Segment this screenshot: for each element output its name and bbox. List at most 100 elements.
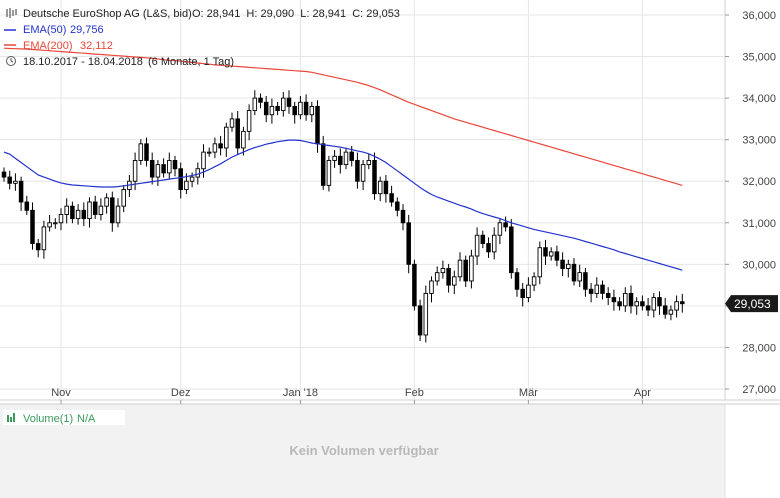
candle: [98, 198, 104, 221]
ohlc-values: O: 28,941 H: 29,090 L: 28,941 C: 29,053: [192, 8, 400, 20]
candle-body-down: [628, 292, 634, 307]
candle-body-down: [600, 284, 605, 294]
candle-body-down: [258, 97, 263, 103]
candle-body-up: [548, 251, 554, 257]
candle: [611, 289, 617, 311]
candle: [326, 155, 332, 192]
candle: [662, 297, 668, 319]
date-range-detail: (6 Monate, 1 Tag): [148, 56, 234, 68]
candle: [537, 241, 543, 285]
candle-body-down: [235, 118, 240, 149]
candle: [469, 249, 474, 289]
candle: [64, 198, 69, 224]
candle-body-up: [121, 189, 126, 207]
candle: [18, 176, 24, 211]
candle: [212, 137, 218, 159]
candle-body-down: [320, 143, 326, 186]
candle-body-up: [246, 110, 252, 132]
candle: [543, 239, 548, 265]
candle-body-down: [355, 159, 360, 182]
candle-body-down: [520, 288, 525, 299]
candle-body-up: [440, 268, 446, 274]
candle: [446, 263, 451, 293]
x-tick-label: Nov: [51, 387, 71, 399]
candle: [338, 148, 343, 174]
ema50-value: 29,756: [70, 24, 104, 36]
candle: [269, 98, 275, 124]
candle-body-up: [87, 201, 92, 220]
candle: [657, 291, 662, 315]
candle: [155, 160, 161, 187]
candle-body-down: [560, 259, 565, 269]
candle: [429, 276, 434, 303]
candle-body-down: [588, 288, 594, 294]
candle-body-down: [18, 180, 24, 203]
candle-body-up: [298, 101, 303, 116]
candle-body-up: [64, 205, 69, 215]
x-tick-label: Dez: [171, 387, 191, 399]
volume-legend-bg: [3, 410, 125, 425]
candle: [161, 158, 166, 178]
candle: [588, 283, 594, 303]
candle-body-down: [680, 301, 685, 305]
ema200-value: 32,112: [80, 40, 113, 52]
ema50-label: EMA(50): [23, 24, 66, 36]
candle-body-down: [349, 151, 354, 161]
candle: [206, 147, 212, 157]
candle: [577, 264, 582, 287]
x-tick-label: Apr: [634, 387, 651, 399]
candle-body-up: [138, 143, 144, 161]
candle-body-down: [583, 272, 588, 290]
candle-body-up: [75, 209, 81, 220]
candle: [178, 162, 183, 199]
candle-body-up: [212, 143, 218, 153]
candle: [554, 245, 560, 267]
volume-bars-icon: [7, 413, 15, 422]
candle-body-down: [395, 201, 400, 211]
candle: [53, 218, 58, 229]
candle: [480, 230, 486, 249]
candle-body-up: [674, 301, 679, 311]
y-tick-label: 32,000: [742, 176, 776, 188]
candle-body-up: [309, 105, 315, 116]
candle-body-up: [184, 180, 189, 190]
candle: [463, 255, 468, 287]
candle-body-up: [224, 126, 229, 149]
clock-icon: [6, 56, 16, 66]
candle: [360, 160, 366, 191]
candle: [7, 170, 12, 190]
candle: [617, 297, 622, 311]
candle-body-down: [463, 259, 468, 282]
candle: [497, 218, 503, 245]
candle-body-up: [241, 130, 246, 149]
candle-body-down: [543, 247, 548, 257]
candle: [30, 202, 35, 250]
candle-body-up: [452, 276, 457, 286]
candle: [514, 268, 520, 297]
candle-body-down: [383, 180, 389, 195]
candle: [566, 259, 571, 278]
candle-body-up: [623, 292, 628, 307]
candle: [303, 94, 309, 121]
candle-body-down: [605, 292, 611, 299]
candle-body-up: [269, 105, 275, 116]
candle: [668, 305, 674, 321]
candle: [229, 112, 235, 132]
candle-body-up: [434, 272, 440, 282]
candle-body-up: [98, 205, 104, 215]
candle-body-up: [281, 97, 286, 112]
candle: [474, 227, 480, 265]
candle-body-up: [115, 205, 121, 224]
candle: [275, 101, 280, 116]
candle: [412, 259, 417, 311]
candle: [13, 173, 18, 191]
candle: [224, 122, 229, 157]
candle: [503, 216, 508, 232]
candle-body-up: [526, 284, 531, 299]
y-tick-label: 27,000: [742, 384, 776, 396]
candle-body-up: [360, 164, 366, 182]
candle-body-up: [326, 159, 332, 186]
candle: [92, 195, 98, 220]
candle: [395, 197, 400, 217]
candle-body-down: [372, 159, 377, 195]
